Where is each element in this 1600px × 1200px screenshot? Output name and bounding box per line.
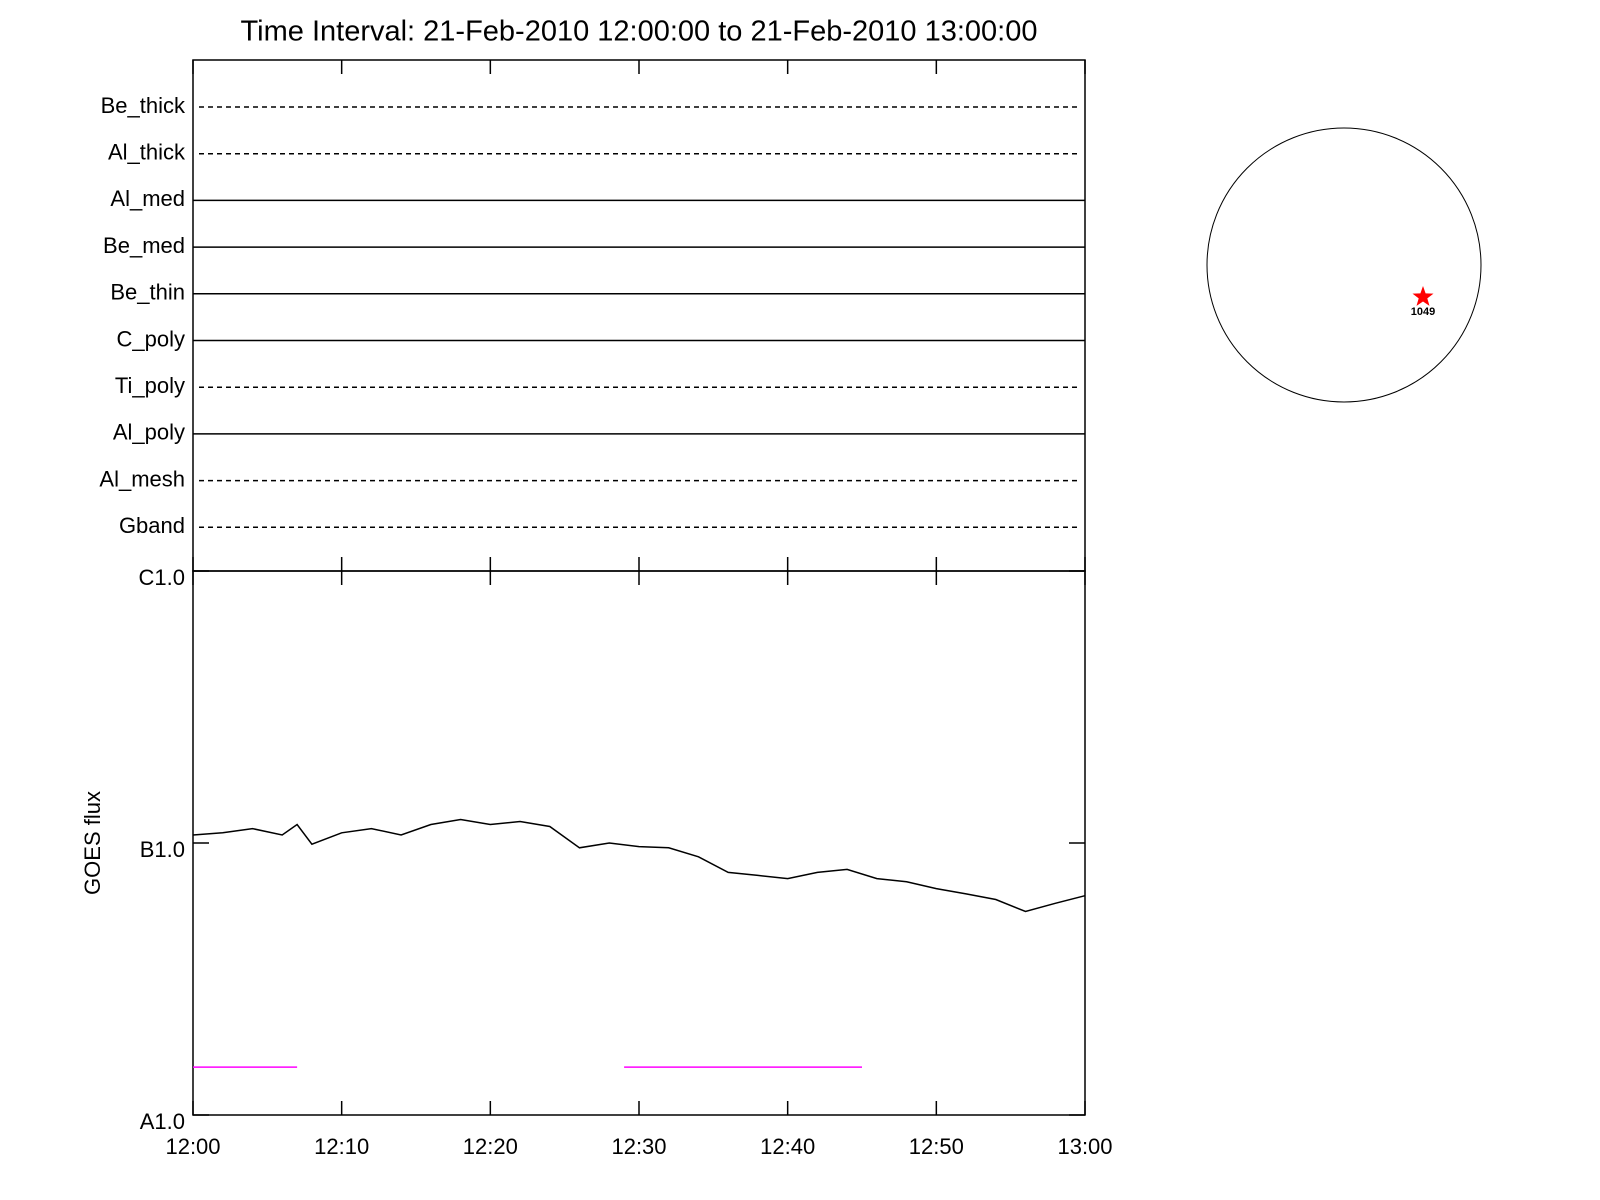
filter-label: Al_mesh <box>99 466 185 491</box>
x-tick-label: 12:40 <box>760 1134 815 1159</box>
x-tick-label: 13:00 <box>1057 1134 1112 1159</box>
x-tick-label: 12:30 <box>611 1134 666 1159</box>
region-label: 1049 <box>1411 306 1435 318</box>
y-tick-label: A1.0 <box>140 1109 185 1134</box>
filter-label: Ti_poly <box>115 373 185 398</box>
x-tick-label: 12:10 <box>314 1134 369 1159</box>
filter-label: Al_thick <box>108 140 186 165</box>
flux-line <box>192 818 1086 913</box>
x-tick-label: 12:50 <box>909 1134 964 1159</box>
filter-label: Be_thick <box>101 93 186 118</box>
y-tick-label: B1.0 <box>140 837 185 862</box>
x-tick-label: 12:00 <box>165 1134 220 1159</box>
x-tick-label: 12:20 <box>463 1134 518 1159</box>
chart-title: Time Interval: 21-Feb-2010 12:00:00 to 2… <box>241 16 1038 48</box>
y-tick-label: C1.0 <box>139 565 185 590</box>
filter-label: Gband <box>119 513 185 538</box>
region-marker <box>1412 286 1434 306</box>
filter-label: C_poly <box>117 326 185 351</box>
solar-disk <box>1206 127 1482 403</box>
filter-label: Al_med <box>110 186 185 211</box>
filter-label: Be_thin <box>110 280 185 305</box>
filter-label: Be_med <box>103 233 185 258</box>
y-axis-label: GOES flux <box>80 791 105 895</box>
filter-label: Al_poly <box>113 420 185 445</box>
